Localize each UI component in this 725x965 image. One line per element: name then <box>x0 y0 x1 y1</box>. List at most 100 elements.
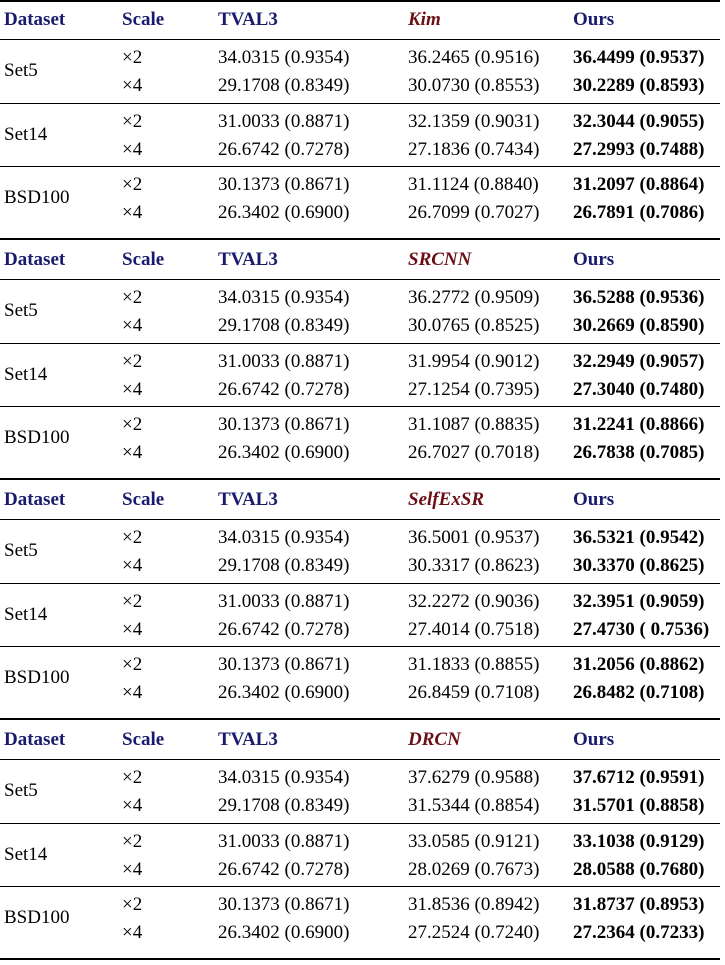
header-scale: Scale <box>122 729 165 750</box>
baseline-score: 29.1708 (0.8349) <box>218 75 350 96</box>
dataset-name: BSD100 <box>4 187 70 208</box>
compared-score: 30.3317 (0.8623) <box>408 555 540 576</box>
scale-value: ×2 <box>122 287 143 308</box>
group-rule <box>0 823 720 824</box>
header-baseline: TVAL3 <box>218 729 278 750</box>
compared-score: 32.2272 (0.9036) <box>408 591 540 612</box>
baseline-score: 34.0315 (0.9354) <box>218 47 350 68</box>
compared-score: 30.0730 (0.8553) <box>408 75 540 96</box>
compared-score: 31.1124 (0.8840) <box>408 174 539 195</box>
baseline-score: 26.6742 (0.7278) <box>218 619 350 640</box>
scale-value: ×4 <box>122 379 143 400</box>
group-rule <box>0 406 720 407</box>
header-baseline: TVAL3 <box>218 489 278 510</box>
results-table: Dataset Scale TVAL3 SelfExSR Ours Set5 ×2 34.03… <box>0 480 725 720</box>
results-table: Dataset Scale TVAL3 Kim Ours Set5 ×2 34.0315 (0… <box>0 0 725 240</box>
compared-score: 28.0269 (0.7673) <box>408 859 540 880</box>
dataset-name: Set5 <box>4 60 38 81</box>
dataset-name: BSD100 <box>4 427 70 448</box>
ours-score: 26.8482 (0.7108) <box>573 682 705 703</box>
compared-score: 33.0585 (0.9121) <box>408 831 540 852</box>
compared-score: 37.6279 (0.9588) <box>408 767 540 788</box>
scale-value: ×2 <box>122 831 143 852</box>
ours-score: 36.4499 (0.9537) <box>573 47 705 68</box>
header-dataset: Dataset <box>4 249 66 270</box>
scale-value: ×4 <box>122 619 143 640</box>
header-compared-method: SelfExSR <box>408 489 485 510</box>
header-ours: Ours <box>573 9 615 30</box>
scale-value: ×4 <box>122 139 143 160</box>
baseline-score: 29.1708 (0.8349) <box>218 555 350 576</box>
scale-value: ×4 <box>122 75 143 96</box>
scale-value: ×2 <box>122 767 143 788</box>
baseline-score: 34.0315 (0.9354) <box>218 527 350 548</box>
compared-score: 31.1087 (0.8835) <box>408 414 540 435</box>
ours-score: 26.7838 (0.7085) <box>573 442 705 463</box>
scale-value: ×4 <box>122 859 143 880</box>
dataset-name: Set14 <box>4 604 48 625</box>
table-bottom-rule <box>0 958 720 960</box>
header-scale: Scale <box>122 489 165 510</box>
compared-score: 31.5344 (0.8854) <box>408 795 540 816</box>
scale-value: ×2 <box>122 47 143 68</box>
compared-score: 26.7027 (0.7018) <box>408 442 540 463</box>
ours-score: 32.3951 (0.9059) <box>573 591 705 612</box>
header-compared-method: DRCN <box>408 729 461 750</box>
results-table: Dataset Scale TVAL3 SRCNN Ours Set5 ×2 34.0315 … <box>0 240 725 480</box>
ours-score: 27.4730 ( 0.7536) <box>573 619 710 640</box>
baseline-score: 26.3402 (0.6900) <box>218 202 350 223</box>
baseline-score: 26.3402 (0.6900) <box>218 442 350 463</box>
ours-score: 37.6712 (0.9591) <box>573 767 705 788</box>
ours-score: 31.2241 (0.8866) <box>573 414 705 435</box>
baseline-score: 30.1373 (0.8671) <box>218 174 350 195</box>
ours-score: 27.2364 (0.7233) <box>573 922 705 943</box>
compared-score: 30.0765 (0.8525) <box>408 315 540 336</box>
scale-value: ×4 <box>122 442 143 463</box>
baseline-score: 31.0033 (0.8871) <box>218 111 350 132</box>
ours-score: 30.2669 (0.8590) <box>573 315 705 336</box>
baseline-score: 30.1373 (0.8671) <box>218 654 350 675</box>
header-rule <box>0 519 720 520</box>
baseline-score: 30.1373 (0.8671) <box>218 414 350 435</box>
baseline-score: 26.3402 (0.6900) <box>218 682 350 703</box>
ours-score: 28.0588 (0.7680) <box>573 859 705 880</box>
header-rule <box>0 759 720 760</box>
baseline-score: 31.0033 (0.8871) <box>218 351 350 372</box>
group-rule <box>0 103 720 104</box>
scale-value: ×4 <box>122 682 143 703</box>
header-scale: Scale <box>122 9 165 30</box>
baseline-score: 26.6742 (0.7278) <box>218 379 350 400</box>
scale-value: ×4 <box>122 922 143 943</box>
group-rule <box>0 646 720 647</box>
group-rule <box>0 886 720 887</box>
header-baseline: TVAL3 <box>218 249 278 270</box>
ours-score: 33.1038 (0.9129) <box>573 831 705 852</box>
dataset-name: BSD100 <box>4 907 70 928</box>
compared-score: 36.2772 (0.9509) <box>408 287 540 308</box>
scale-value: ×4 <box>122 315 143 336</box>
scale-value: ×2 <box>122 414 143 435</box>
scale-value: ×2 <box>122 894 143 915</box>
header-compared-method: SRCNN <box>408 249 472 270</box>
header-dataset: Dataset <box>4 729 66 750</box>
compared-score: 31.1833 (0.8855) <box>408 654 540 675</box>
group-rule <box>0 583 720 584</box>
dataset-name: Set14 <box>4 844 48 865</box>
ours-score: 30.3370 (0.8625) <box>573 555 705 576</box>
compared-score: 27.1254 (0.7395) <box>408 379 540 400</box>
scale-value: ×2 <box>122 654 143 675</box>
ours-score: 31.5701 (0.8858) <box>573 795 705 816</box>
dataset-name: Set5 <box>4 540 38 561</box>
scale-value: ×2 <box>122 111 143 132</box>
scale-value: ×2 <box>122 527 143 548</box>
group-rule <box>0 343 720 344</box>
dataset-name: Set14 <box>4 364 48 385</box>
ours-score: 36.5321 (0.9542) <box>573 527 705 548</box>
header-baseline: TVAL3 <box>218 9 278 30</box>
dataset-name: Set5 <box>4 780 38 801</box>
ours-score: 27.3040 (0.7480) <box>573 379 705 400</box>
compared-score: 26.7099 (0.7027) <box>408 202 540 223</box>
scale-value: ×4 <box>122 202 143 223</box>
compared-score: 27.1836 (0.7434) <box>408 139 540 160</box>
